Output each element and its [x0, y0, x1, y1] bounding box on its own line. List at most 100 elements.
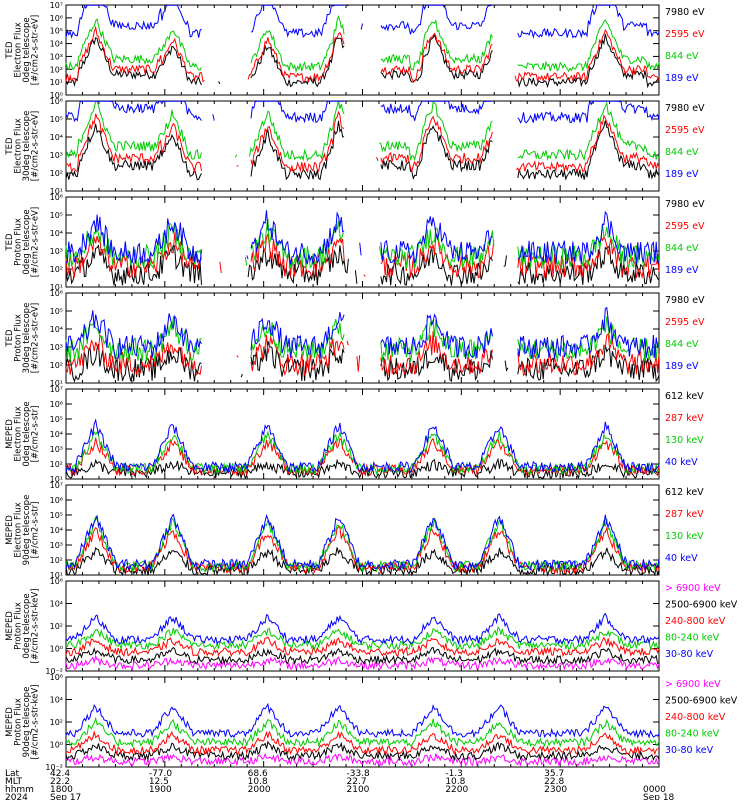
time-axis-value: 1900: [149, 785, 172, 795]
y-tick-label: 10⁴: [50, 40, 63, 49]
y-tick-label: 10⁴: [50, 430, 63, 439]
y-tick-label: 10⁰: [50, 91, 63, 100]
time-axis-value: 22.2: [50, 777, 70, 787]
y-tick-label: 10⁷: [50, 481, 63, 490]
time-axis-value: -33.8: [347, 769, 371, 779]
y-axis-label: 0deg telescope: [22, 593, 32, 658]
y-tick-label: 10⁵: [50, 211, 63, 220]
y-tick-label: 10⁶: [50, 14, 63, 23]
y-axis-label: [#/cm2-s-str-eV]: [31, 15, 41, 85]
y-tick-label: 10⁰: [50, 741, 63, 750]
y-tick-label: 10⁻²: [45, 763, 63, 772]
time-axis-value: 12.5: [149, 777, 169, 787]
y-tick-label: 10⁰: [50, 645, 63, 654]
y-axis-label: 0deg telescope: [22, 17, 32, 82]
y-tick-label: 10³: [50, 541, 63, 550]
legend-entry: 240-800 keV: [665, 712, 726, 723]
legend-entry: 844 eV: [665, 243, 699, 254]
y-axis-label: [#/cm2-s-str-eV]: [31, 111, 41, 181]
y-axis-label: [#/cm2-s-str]: [31, 406, 41, 463]
legend-entry: 844 eV: [665, 147, 699, 158]
y-tick-label: 10⁴: [50, 696, 63, 705]
series-line: [65, 752, 660, 767]
legend-entry: 189 eV: [665, 169, 699, 180]
legend-entry: 80-240 keV: [665, 729, 720, 740]
y-axis-label: Electron Flux: [14, 406, 24, 461]
series-line: [65, 306, 660, 360]
series-line: [65, 654, 660, 671]
y-tick-label: 10⁷: [50, 385, 63, 394]
y-tick-label: 10⁶: [50, 673, 63, 682]
legend-entry: 7980 eV: [665, 7, 705, 18]
y-tick-label: 10⁶: [50, 496, 63, 505]
time-axis-value: 0000: [643, 785, 666, 795]
y-axis-label: [#/cm2-s-str]: [31, 502, 41, 559]
y-tick-label: 10³: [50, 52, 63, 61]
legend-entry: 287 keV: [665, 509, 704, 520]
y-tick-label: 10⁶: [50, 193, 63, 202]
y-tick-label: 10⁵: [50, 307, 63, 316]
time-axis-row-label: Lat: [5, 769, 20, 779]
time-axis-value: -77.0: [149, 769, 173, 779]
series-line: [65, 418, 660, 475]
y-tick-label: 10³: [50, 343, 63, 352]
time-axis-value: Sep 18: [643, 793, 675, 800]
legend-entry: 130 keV: [665, 531, 704, 542]
series-line: [65, 210, 660, 265]
y-axis-label: [#/cm2-s-str-keV]: [31, 589, 41, 664]
y-axis-label: Proton Flux: [14, 314, 24, 362]
y-axis-label: [#/cm2-s-str-eV]: [31, 303, 41, 373]
y-tick-label: 10²: [50, 622, 63, 631]
y-tick-label: 10²: [50, 460, 63, 469]
y-axis-label: [#/cm2-s-str-keV]: [31, 685, 41, 760]
y-axis-label: Electron Flux: [14, 118, 24, 173]
y-tick-label: 10⁴: [50, 229, 63, 238]
y-tick-label: 10¹: [50, 571, 63, 580]
y-tick-label: 10²: [50, 556, 63, 565]
y-axis-label: 90deg telescope: [22, 687, 32, 758]
series-line: [65, 120, 660, 181]
y-tick-label: 10²: [50, 265, 63, 274]
legend-entry: 2595 eV: [665, 317, 705, 328]
time-axis-value: 10.8: [248, 777, 268, 787]
time-axis-value: 2200: [445, 785, 468, 795]
y-axis-label: 0deg telescope: [22, 401, 32, 466]
y-tick-label: 10⁶: [50, 577, 63, 586]
legend-entry: 40 keV: [665, 457, 698, 468]
time-axis-value: -1.3: [445, 769, 463, 779]
y-tick-label: 10⁷: [50, 1, 63, 10]
y-axis-label: Proton Flux: [14, 602, 24, 650]
y-tick-label: 10⁵: [50, 415, 63, 424]
legend-entry: 612 keV: [665, 391, 704, 402]
legend-entry: 189 eV: [665, 361, 699, 372]
y-axis-label: MEPED: [5, 707, 15, 737]
legend-entry: 844 eV: [665, 339, 699, 350]
time-axis-value: 10.8: [445, 777, 465, 787]
legend-entry: 130 keV: [665, 435, 704, 446]
series-line: [65, 730, 660, 756]
y-axis-label: MEPED: [5, 515, 15, 545]
y-tick-label: 10⁵: [50, 27, 63, 36]
y-axis-label: [#/cm2-s-str-eV]: [31, 207, 41, 277]
time-axis-value: Sep 17: [50, 793, 81, 800]
y-axis-label: Electron Flux: [14, 22, 24, 77]
y-tick-label: 10⁵: [50, 115, 63, 124]
time-axis-row-label: 2024: [5, 793, 28, 800]
legend-entry: 7980 eV: [665, 295, 705, 306]
series-line: [65, 25, 660, 83]
y-tick-label: 10³: [50, 151, 63, 160]
y-tick-label: 10⁶: [50, 97, 63, 106]
panel-frame: [65, 100, 660, 192]
legend-entry: 80-240 keV: [665, 633, 720, 644]
y-tick-label: 10⁴: [50, 600, 63, 609]
y-axis-label: MEPED: [5, 419, 15, 449]
y-axis-label: 30deg telescope: [22, 303, 32, 374]
y-tick-label: 10¹: [50, 187, 63, 196]
y-tick-label: 10³: [50, 247, 63, 256]
y-tick-label: 10²: [50, 65, 63, 74]
y-tick-label: 10¹: [50, 283, 63, 292]
time-axis-value: 1800: [50, 785, 73, 795]
y-axis-label: Proton Flux: [14, 698, 24, 746]
series-line: [65, 612, 660, 646]
y-axis-label: Electron Flux: [14, 502, 24, 557]
